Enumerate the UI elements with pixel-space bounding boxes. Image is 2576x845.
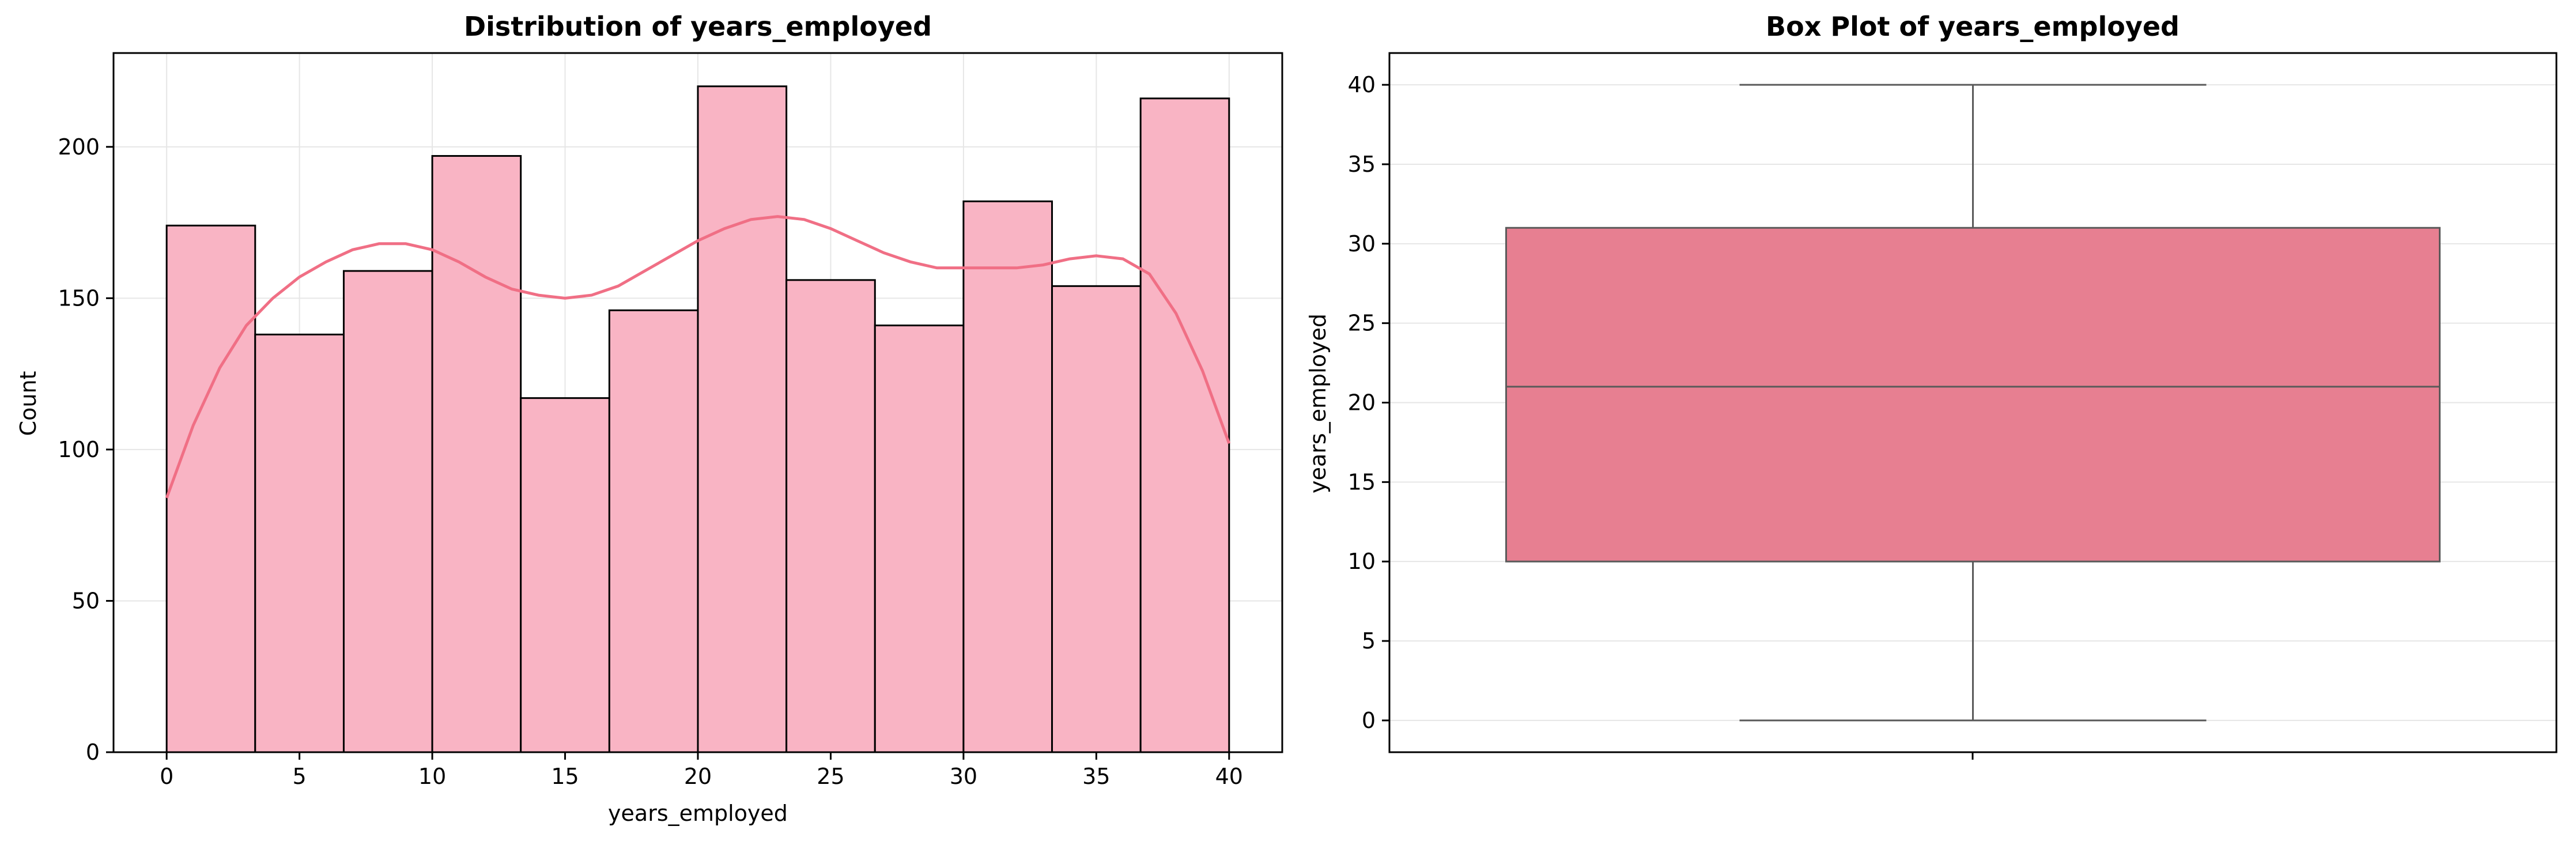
histogram-x-tick-label: 25: [817, 764, 844, 789]
histogram-bar: [342, 270, 433, 753]
histogram-bar: [520, 397, 610, 753]
boxplot-y-tick-label: 30: [1348, 231, 1376, 256]
boxplot-y-tick-label: 15: [1348, 469, 1376, 495]
histogram-bar: [697, 85, 788, 753]
boxplot-y-ticks: 0 5 10 15 20 25 30 35 40: [1348, 72, 1389, 733]
boxplot-y-tick-label: 25: [1348, 311, 1376, 336]
histogram-x-ticks: 0 5 10 15 20 25 30 35 40: [160, 752, 1243, 789]
histogram-y-axis-label: Count: [16, 371, 41, 436]
box-plot: [1505, 84, 2441, 722]
histogram-x-tick-label: 20: [684, 764, 712, 789]
histogram-x-tick-label: 0: [160, 764, 173, 789]
histogram-bar: [608, 309, 699, 753]
kde-line: [165, 215, 1231, 499]
boxplot-y-tick-label: 20: [1348, 390, 1376, 416]
histogram-x-tick-label: 15: [551, 764, 579, 789]
histogram-bar: [785, 279, 876, 753]
histogram-x-tick-label: 10: [418, 764, 446, 789]
histogram-bar: [874, 325, 965, 753]
histogram-x-tick-label: 5: [293, 764, 307, 789]
histogram-bar: [165, 224, 256, 753]
iqr-box: [1505, 227, 2441, 563]
histogram-panel: Distribution of years_employed 0 5 10 15 20 2…: [16, 11, 1283, 826]
histogram-bar: [254, 333, 345, 753]
histogram-bar: [962, 200, 1053, 753]
boxplot-y-tick-label: 0: [1362, 708, 1376, 733]
boxplot-title: Box Plot of years_employed: [1766, 11, 2180, 42]
boxplot-y-tick-label: 35: [1348, 152, 1376, 177]
histogram-y-tick-label: 100: [58, 437, 100, 462]
histogram-x-tick-label: 35: [1082, 764, 1110, 789]
histogram-x-tick-label: 30: [950, 764, 977, 789]
histogram-bar: [1139, 97, 1230, 753]
histogram-y-ticks: 0 50 100 150 200: [58, 134, 114, 765]
histogram-bars: [165, 85, 1230, 753]
boxplot-y-tick-label: 10: [1348, 549, 1376, 574]
boxplot-y-tick-label: 40: [1348, 72, 1376, 97]
histogram-bar: [1051, 285, 1142, 753]
histogram-x-tick-label: 40: [1215, 764, 1243, 789]
histogram-x-axis-label: years_employed: [608, 801, 788, 826]
boxplot-y-axis-label: years_employed: [1305, 314, 1331, 493]
boxplot-y-tick-label: 5: [1362, 628, 1376, 654]
boxplot-panel: Box Plot of years_employed 0 5 10 15 20 25 30 3…: [1305, 11, 2558, 760]
histogram-y-tick-label: 150: [58, 285, 100, 311]
histogram-y-tick-label: 0: [86, 740, 100, 765]
histogram-title: Distribution of years_employed: [464, 11, 932, 42]
histogram-bar: [431, 155, 522, 753]
histogram-y-tick-label: 200: [58, 134, 100, 160]
histogram-y-tick-label: 50: [72, 588, 100, 613]
